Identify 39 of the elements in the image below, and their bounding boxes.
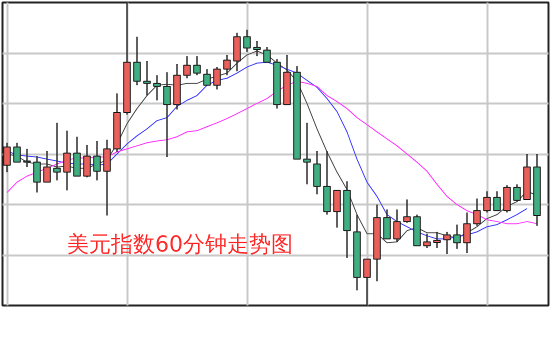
candlestick <box>63 130 71 192</box>
candlestick <box>393 208 401 243</box>
candlestick <box>213 66 221 90</box>
candlestick <box>53 122 61 182</box>
candlestick <box>73 136 81 177</box>
candlestick <box>133 36 141 86</box>
candlestick <box>163 71 171 158</box>
candlestick <box>493 190 501 212</box>
text: 美元指数60分钟走势图 <box>67 232 293 258</box>
candlestick <box>503 184 511 214</box>
candlestick <box>313 150 321 196</box>
candlestick <box>443 231 451 255</box>
candlestick <box>433 231 441 249</box>
candlestick <box>463 212 471 254</box>
candlestick <box>193 55 201 76</box>
candlestick <box>483 190 491 214</box>
candlestick <box>93 140 101 182</box>
candlestick <box>223 54 231 76</box>
candlestick <box>143 60 151 96</box>
candlestick <box>43 150 51 183</box>
candlestick <box>333 190 341 228</box>
candlestick <box>263 46 271 63</box>
candlestick <box>83 144 91 178</box>
candlestick <box>13 142 21 163</box>
candlestick <box>103 139 111 216</box>
candlestick <box>473 198 481 227</box>
candlestick <box>513 184 521 202</box>
candlestick <box>183 55 191 79</box>
candlestick <box>423 232 431 249</box>
candlestick <box>383 208 391 240</box>
candlestick <box>403 198 411 224</box>
candlestick <box>33 155 41 194</box>
candlestick <box>203 68 211 86</box>
candlestick <box>253 40 261 57</box>
candlestick <box>243 29 251 53</box>
candlestick <box>153 74 161 102</box>
candlestick <box>303 122 311 186</box>
candlestick <box>453 224 461 250</box>
candlestick <box>23 148 31 168</box>
